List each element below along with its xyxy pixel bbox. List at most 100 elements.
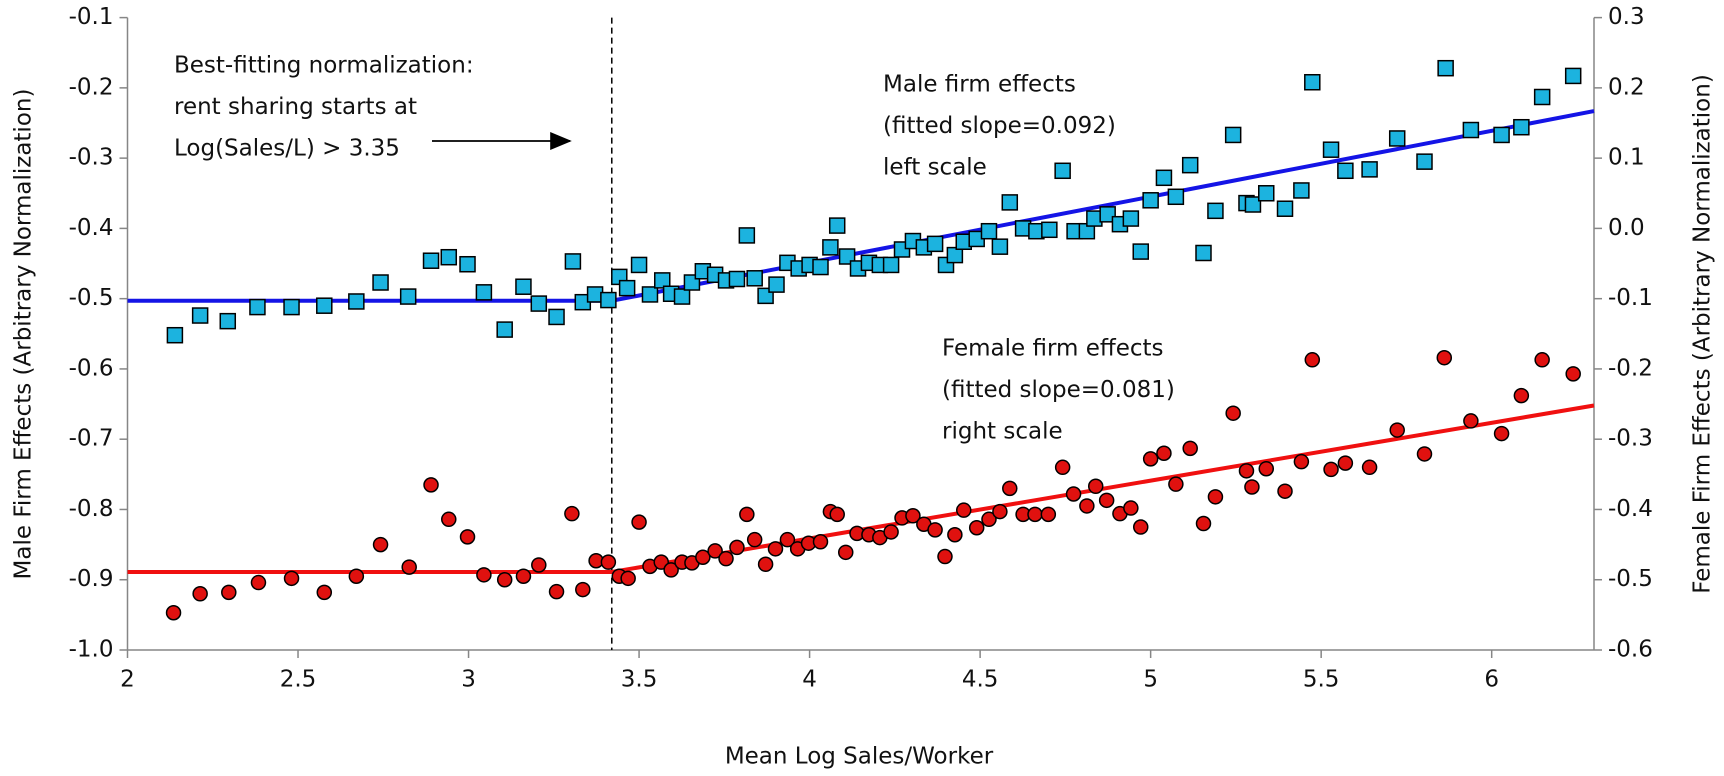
circle-point [1436,349,1453,366]
y-tick-label: -0.2 [69,74,114,100]
y-tick-label: -1.0 [69,637,114,663]
y-tick-label: -0.5 [69,285,114,311]
annotation: Female firm effects [942,336,1164,362]
circle-point [1304,352,1321,368]
square-point [1207,202,1224,220]
y-tick-label: -0.6 [69,355,114,381]
circle-point [401,559,417,575]
square-point [746,270,763,287]
square-point [1388,130,1406,147]
circle-point [837,544,854,561]
y2-tick-label: -0.1 [1608,285,1653,311]
annotation: left scale [883,155,987,181]
circle-point [476,567,492,583]
square-point [738,227,756,244]
annotation: right scale [942,419,1063,445]
square-point [1293,182,1310,199]
circle-point [1002,480,1018,497]
circle-point [165,605,182,621]
circle-point [316,584,333,601]
circle-point [729,539,745,556]
square-point [191,307,209,324]
y2-tick-label: 0.2 [1608,74,1645,100]
square-point [1054,162,1071,180]
y2-tick-label: 0.3 [1608,4,1645,30]
square-point [946,246,964,264]
circle-point [1513,387,1530,404]
circle-point [496,571,513,588]
square-point [641,286,659,303]
square-point [822,239,839,256]
circle-point [718,550,734,567]
circle-point [1258,460,1275,477]
square-point [219,312,237,330]
y2-tick-label: -0.4 [1608,496,1653,522]
x-axis-title: Mean Log Sales/Worker [725,744,994,770]
annotation: Log(Sales/L) > 3.35 [174,136,400,162]
square-point [1155,169,1173,187]
square-point [991,238,1009,255]
square-point [1181,156,1199,174]
square-point [1564,67,1582,85]
square-point [475,284,493,301]
square-point [654,272,671,289]
circle-point [1493,425,1510,442]
annotation: Male firm effects [883,72,1076,98]
circle-point [1098,492,1115,509]
square-point [166,326,184,344]
circle-point [955,502,972,518]
circle-point [663,562,679,578]
square-point [1304,73,1321,91]
y2-tick-label: 0.0 [1608,215,1645,241]
circle-point [564,505,580,522]
circle-point [829,506,845,523]
y2-tick-label: -0.6 [1608,637,1653,663]
y-tick-label: -0.3 [69,145,114,171]
square-point [440,248,458,266]
square-point [1258,185,1275,202]
square-point [1337,162,1354,180]
square-point [515,278,532,295]
circle-point [1195,515,1212,532]
circle-point [927,522,943,538]
square-point [1276,200,1294,217]
circle-point [1225,405,1241,421]
circle-point [1142,451,1159,467]
circle-point [812,534,829,550]
square-point [768,276,785,293]
y2-tick-label: 0.1 [1608,145,1645,171]
circle-point [779,531,796,548]
x-tick-label: 3 [461,667,476,693]
annotation: rent sharing starts at [174,94,417,120]
square-point [1041,221,1058,239]
circle-point [459,529,476,545]
annotation: (fitted slope=0.092) [883,113,1116,139]
square-point [496,321,513,338]
circle-point [1054,459,1071,476]
y2-tick-label: -0.5 [1608,566,1653,592]
circle-point [695,549,711,565]
square-point [600,291,617,309]
square-point [1462,121,1480,139]
x-tick-label: 6 [1484,667,1499,693]
y2-tick-label: -0.3 [1608,426,1653,452]
square-point [564,253,582,270]
circle-point [1337,455,1354,471]
circle-point [1565,366,1581,382]
circle-point [1244,479,1260,495]
circle-point [981,511,997,528]
circle-point [757,556,774,573]
circle-point [1087,478,1104,495]
y-tick-label: -0.1 [69,4,114,30]
square-point [399,288,417,305]
circle-point [937,548,953,565]
x-tick-label: 4.5 [962,667,999,693]
square-point [1493,126,1510,144]
circle-point [1463,413,1479,429]
square-point [530,295,548,312]
circle-point [1182,440,1198,457]
square-point [1361,161,1378,178]
square-point [828,217,846,234]
square-point [1195,244,1212,262]
x-tick-label: 2 [120,667,135,693]
